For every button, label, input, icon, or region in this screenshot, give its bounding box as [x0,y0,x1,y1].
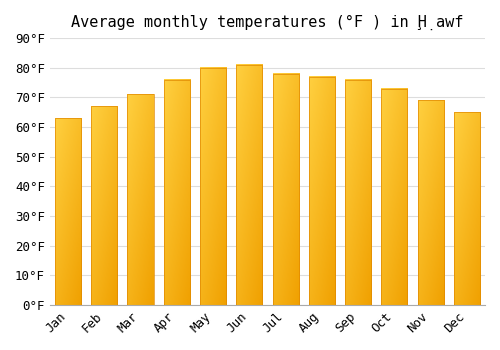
Bar [309,77,335,305]
Bar [236,65,262,305]
Title: Average monthly temperatures (°F ) in Ḩ̣awf: Average monthly temperatures (°F ) in Ḩ̣… [71,15,464,30]
Bar [454,112,480,305]
Bar [55,118,81,305]
Bar [128,94,154,305]
Bar [272,74,298,305]
Bar [382,89,407,305]
Bar [418,100,444,305]
Bar [345,80,371,305]
Bar [200,68,226,305]
Bar [164,80,190,305]
Bar [91,106,118,305]
